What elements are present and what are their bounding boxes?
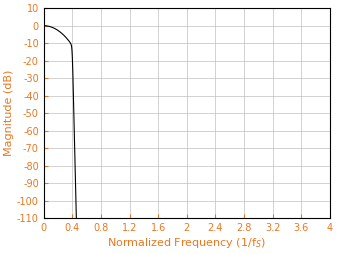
X-axis label: Normalized Frequency (1/f$_S$): Normalized Frequency (1/f$_S$) xyxy=(108,236,266,250)
Y-axis label: Magnitude (dB): Magnitude (dB) xyxy=(4,70,14,156)
